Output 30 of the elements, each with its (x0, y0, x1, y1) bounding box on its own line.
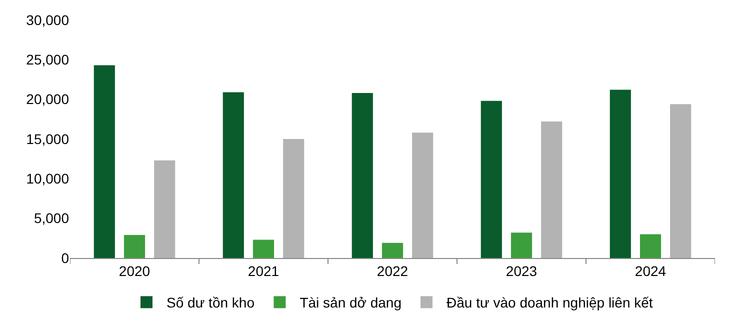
y-tick-label: 30,000 (26, 12, 70, 28)
y-tick-label: 0 (61, 250, 70, 266)
bar (382, 242, 404, 258)
bar (222, 92, 244, 258)
bar (94, 65, 115, 258)
x-tick-label: 2020 (118, 262, 150, 279)
bar (154, 160, 176, 258)
x-tick-label: 2023 (506, 262, 538, 279)
y-tick-label: 20,000 (26, 91, 70, 108)
bar (610, 90, 631, 258)
bar (480, 100, 502, 258)
bar (124, 234, 146, 258)
bar (670, 104, 692, 258)
x-tick-label: 2024 (634, 262, 666, 279)
bar (640, 234, 662, 258)
y-tick-label: 10,000 (26, 170, 70, 187)
x-tick-label: 2022 (376, 262, 408, 279)
y-tick-label: 5,000 (34, 210, 70, 226)
legend-label: Đầu tư vào doanh nghiệp liên kết (446, 294, 653, 311)
legend-label: Số dư tồn kho (166, 294, 255, 311)
x-tick-label: 2021 (248, 262, 280, 279)
bar (541, 122, 562, 258)
bar (412, 132, 434, 258)
legend-label: Tài sản dở dang (300, 294, 402, 311)
bar (352, 92, 373, 258)
y-tick-label: 25,000 (26, 52, 70, 68)
bar (283, 139, 304, 258)
bar (510, 232, 532, 258)
bar (252, 240, 274, 258)
y-tick-label: 15,000 (26, 130, 70, 147)
